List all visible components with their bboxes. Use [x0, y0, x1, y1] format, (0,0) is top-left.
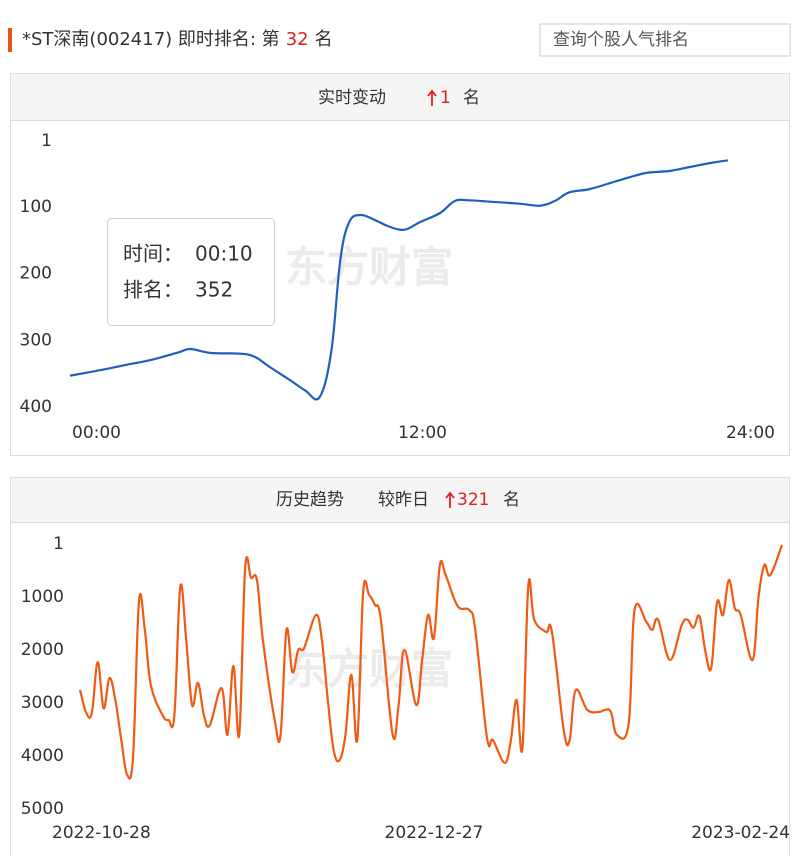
panel-title: 历史趋势 [276, 490, 344, 510]
y-tick-label: 1 [41, 131, 52, 151]
x-tick-label: 00:00 [72, 423, 121, 443]
change-value: 321 [457, 490, 489, 510]
header-unit: 名 [315, 29, 333, 50]
change-value: 1 [440, 88, 451, 108]
panel-header [11, 478, 789, 522]
tooltip [107, 218, 275, 326]
y-tick-label: 300 [20, 330, 52, 350]
panel-title: 实时变动 [318, 88, 386, 108]
y-tick-label: 2000 [21, 640, 64, 660]
y-tick-label: 100 [20, 197, 52, 217]
change-label: 较昨日 [378, 490, 429, 510]
change-unit: 名 [463, 88, 480, 108]
panel [10, 477, 790, 856]
line [69, 159, 729, 401]
up-arrow [427, 89, 437, 106]
change-unit: 名 [503, 490, 520, 510]
tooltip-label: 时间： [123, 242, 183, 266]
y-tick-label: 1000 [21, 587, 64, 607]
y-tick-label: 200 [20, 264, 52, 284]
tooltip-label: 排名： [123, 278, 183, 302]
y-tick-label: 400 [20, 397, 52, 417]
watermark: 东方财富 [285, 645, 453, 694]
header-rank: 32 [286, 29, 309, 50]
title-marker [8, 28, 12, 52]
y-tick-label: 3000 [21, 693, 64, 713]
line [78, 544, 784, 780]
x-tick-label: 2022-12-27 [385, 823, 484, 843]
panel-header [11, 74, 789, 120]
up-arrow [445, 491, 455, 508]
y-tick-label: 1 [53, 534, 64, 554]
search-placeholder: 查询个股人气排名 [553, 30, 689, 50]
watermark: 东方财富 [285, 243, 453, 292]
y-tick-label: 5000 [21, 799, 64, 819]
tooltip-value: 00:10 [195, 242, 253, 266]
header-title: *ST深南(002417) 即时排名: 第 32 名 [22, 29, 333, 50]
y-tick-label: 4000 [21, 746, 64, 766]
x-tick-label: 2022-10-28 [52, 823, 151, 843]
tooltip-value: 352 [195, 278, 233, 302]
x-tick-label: 24:00 [726, 423, 775, 443]
search-box[interactable] [539, 23, 791, 57]
x-tick-label: 2023-02-24 [691, 823, 790, 843]
header-text: *ST深南(002417) 即时排名: 第 [22, 29, 280, 50]
x-tick-label: 12:00 [398, 423, 447, 443]
